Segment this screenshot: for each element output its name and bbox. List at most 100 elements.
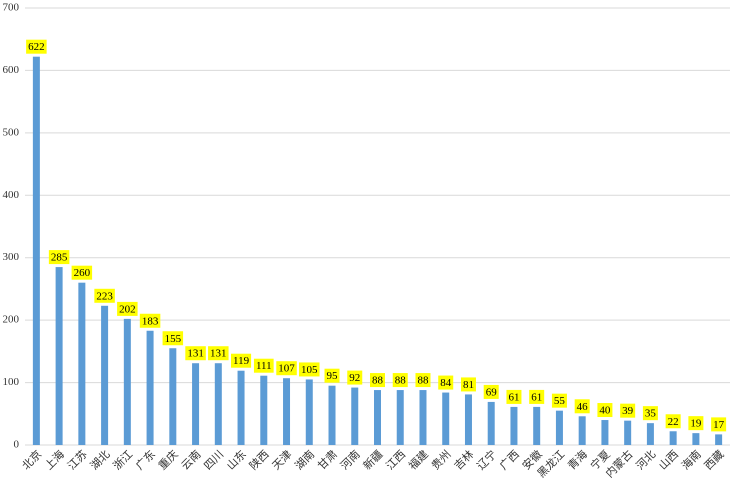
value-label: 183: [142, 315, 159, 327]
value-label: 155: [165, 333, 182, 345]
value-label-bg: [208, 346, 229, 361]
x-tick-label: 重庆: [155, 447, 180, 472]
bar: [442, 392, 450, 445]
value-label: 105: [301, 364, 318, 376]
x-tick-label: 上海: [42, 447, 67, 472]
bar: [669, 431, 677, 445]
value-label-bg: [665, 414, 681, 429]
value-label-bg: [506, 389, 522, 404]
value-label-bg: [483, 384, 499, 399]
bar: [601, 420, 609, 445]
value-label: 35: [645, 408, 657, 420]
x-tick-label: 贵州: [429, 448, 454, 473]
value-label-bg: [276, 361, 297, 376]
x-tick-label: 新疆: [360, 447, 385, 472]
value-label-bg: [551, 393, 567, 408]
x-tick-label: 陕西: [246, 447, 271, 472]
value-label: 46: [577, 401, 589, 413]
value-label: 40: [599, 405, 611, 417]
value-label-bg: [574, 399, 590, 414]
value-label: 88: [395, 375, 407, 387]
value-label-bg: [347, 370, 363, 385]
x-tick-label: 福建: [405, 447, 430, 472]
bar: [55, 267, 63, 445]
bar: [32, 56, 40, 446]
bar: [510, 406, 518, 445]
value-label-bg: [231, 353, 252, 368]
value-label: 88: [372, 375, 384, 387]
x-tick-label: 广东: [133, 448, 158, 473]
bar: [169, 348, 177, 445]
x-tick-label: 湖南: [292, 448, 317, 473]
x-tick-label: 山东: [224, 448, 249, 473]
value-label: 39: [622, 405, 634, 417]
y-tick-label: 400: [3, 189, 20, 201]
value-label-bg: [253, 358, 274, 373]
value-label-bg: [117, 301, 138, 316]
x-tick-label: 河南: [338, 448, 363, 473]
bar: [283, 378, 291, 445]
value-label-bg: [185, 346, 206, 361]
value-label-bg: [711, 417, 727, 432]
x-tick-label: 云南: [179, 448, 204, 473]
value-label: 202: [119, 303, 136, 315]
bar: [328, 385, 336, 445]
bar: [419, 390, 427, 445]
x-tick-label: 甘肃: [315, 448, 340, 473]
value-label: 69: [486, 386, 498, 398]
bar: [464, 394, 472, 445]
value-label-bg: [71, 265, 93, 280]
bar: [146, 330, 154, 445]
bar: [487, 401, 495, 445]
value-label-bg: [162, 331, 184, 346]
value-label-bg: [688, 416, 704, 431]
value-label: 285: [51, 252, 68, 264]
x-tick-label: 海南: [678, 447, 703, 472]
x-tick-label: 北京: [19, 447, 44, 472]
value-label-bg: [529, 389, 545, 404]
value-label-bg: [299, 362, 320, 377]
value-label: 22: [668, 416, 679, 428]
value-label-bg: [48, 250, 70, 265]
bar: [192, 363, 200, 445]
value-label: 95: [327, 370, 339, 382]
x-tick-label: 辽宁: [474, 447, 499, 472]
bar: [260, 375, 268, 445]
bar: [305, 379, 313, 445]
bar: [214, 363, 222, 445]
y-tick-label: 0: [14, 439, 20, 451]
value-label: 107: [278, 363, 295, 375]
bar: [396, 390, 404, 445]
value-label: 111: [256, 360, 272, 372]
value-label-bg: [26, 39, 47, 54]
value-label-bg: [642, 406, 658, 421]
value-label: 55: [554, 395, 566, 407]
bar: [123, 318, 131, 445]
value-label: 19: [690, 418, 702, 430]
x-tick-label: 西藏: [702, 448, 727, 473]
value-label: 119: [233, 355, 250, 367]
value-label: 61: [531, 391, 542, 403]
bar: [351, 387, 359, 445]
value-label-bg: [620, 403, 636, 418]
bar: [533, 406, 541, 445]
value-label: 61: [508, 391, 519, 403]
value-label: 92: [349, 372, 360, 384]
x-tick-label: 河北: [634, 448, 659, 473]
y-tick-label: 700: [3, 2, 20, 14]
value-label-bg: [94, 288, 115, 303]
x-tick-label: 山西: [656, 448, 681, 473]
value-label: 88: [417, 375, 429, 387]
y-tick-label: 100: [3, 376, 20, 388]
bar: [715, 434, 723, 445]
value-label: 84: [440, 377, 452, 389]
x-tick-label: 四川: [202, 448, 226, 472]
y-tick-label: 200: [3, 314, 20, 326]
x-tick-label: 湖北: [88, 448, 113, 473]
x-tick-label: 广西: [497, 448, 522, 473]
value-label: 223: [96, 290, 113, 302]
y-tick-label: 600: [3, 64, 20, 76]
value-label-bg: [415, 373, 431, 388]
bar: [237, 370, 245, 445]
